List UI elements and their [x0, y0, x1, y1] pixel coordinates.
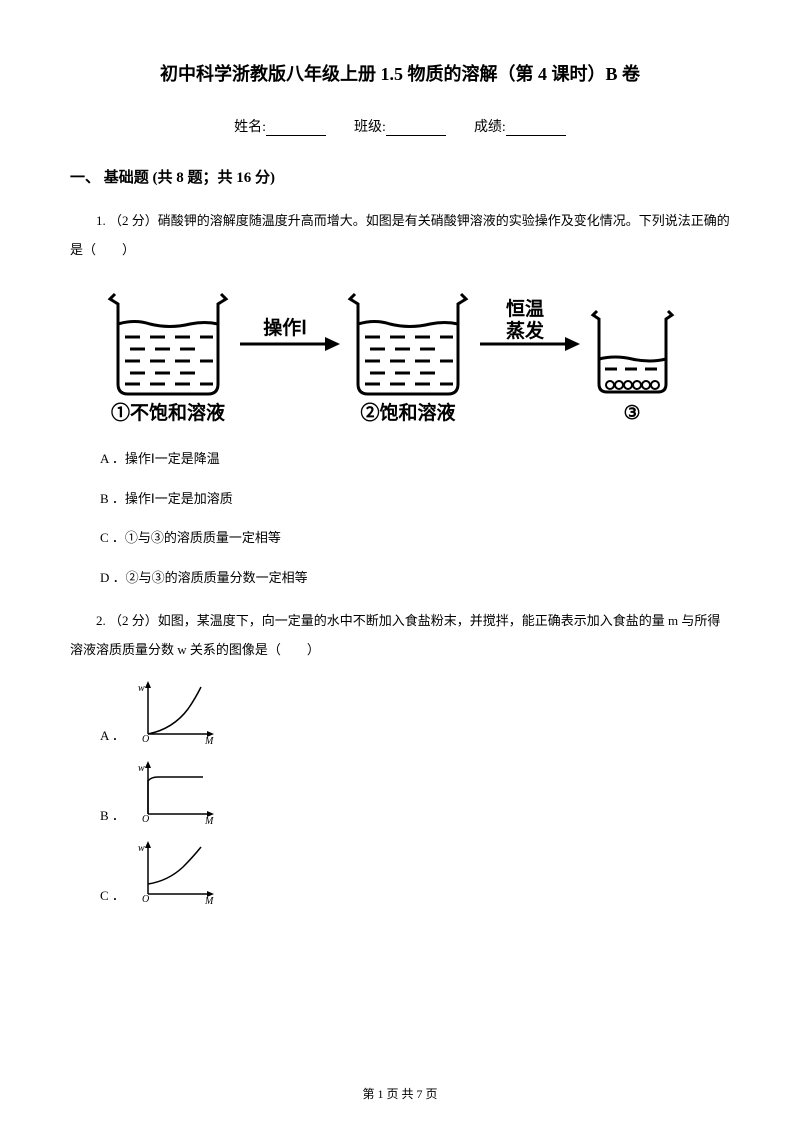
q1-option-c: C ．①与③的溶质质量一定相等: [100, 528, 730, 548]
q1-option-d: D ．②与③的溶质质量分数一定相等: [100, 568, 730, 588]
q2-a-label: A ．: [100, 725, 125, 744]
q2-number: 2.: [96, 613, 106, 628]
q1-points: （2 分）: [109, 213, 158, 228]
section-number: 一、: [70, 170, 100, 186]
q1-option-b: B ．操作Ⅰ一定是加溶质: [100, 489, 730, 509]
q2-points: （2 分）: [109, 613, 158, 628]
q2-b-label: B ．: [100, 805, 125, 824]
beaker-1: ①不饱和溶液: [110, 294, 226, 424]
graph-a: w O M: [133, 679, 218, 744]
svg-text:w: w: [138, 843, 145, 854]
beaker-diagram: ①不饱和溶液 操作Ⅰ ②饱和溶液 恒温 蒸发: [100, 279, 680, 429]
q1-text: 硝酸钾的溶解度随温度升高而增大。如图是有关硝酸钾溶液的实验操作及变化情况。下列说…: [70, 213, 730, 257]
section-header: 一、 基础题 (共 8 题；共 16 分): [70, 166, 730, 187]
score-label: 成绩:: [474, 116, 506, 136]
graph-b: w O M: [133, 759, 218, 824]
page-title: 初中科学浙教版八年级上册 1.5 物质的溶解（第 4 课时）B 卷: [70, 60, 730, 86]
section-meta: (共 8 题；共 16 分): [153, 170, 276, 186]
arrow2-label-1: 恒温: [506, 298, 544, 320]
svg-text:O: O: [142, 734, 149, 744]
score-blank: [506, 122, 566, 136]
info-line: 姓名: 班级: 成绩:: [70, 116, 730, 136]
question-2: 2. （2 分）如图，某温度下，向一定量的水中不断加入食盐粉末，并搅拌，能正确表…: [70, 607, 730, 664]
class-blank: [386, 122, 446, 136]
arrow-2: 恒温 蒸发: [480, 298, 580, 351]
section-title: 基础题: [104, 170, 149, 186]
svg-text:M: M: [204, 896, 214, 904]
svg-text:O: O: [142, 814, 149, 824]
beaker-2: ②饱和溶液: [350, 294, 466, 424]
svg-text:O: O: [142, 894, 149, 904]
q2-option-a: A ． w O M: [100, 679, 730, 744]
arrow-1: 操作Ⅰ: [240, 316, 340, 351]
beaker2-label: ②饱和溶液: [360, 401, 456, 424]
svg-text:M: M: [204, 816, 214, 824]
q1-diagram: ①不饱和溶液 操作Ⅰ ②饱和溶液 恒温 蒸发: [100, 279, 730, 429]
beaker1-label: ①不饱和溶液: [111, 401, 226, 424]
name-blank: [266, 122, 326, 136]
svg-text:M: M: [204, 736, 214, 744]
q1-number: 1.: [96, 213, 106, 228]
graph-c: w O M: [133, 839, 218, 904]
q2-text: 如图，某温度下，向一定量的水中不断加入食盐粉末，并搅拌，能正确表示加入食盐的量 …: [70, 613, 720, 657]
q2-option-c: C ． w O M: [100, 839, 730, 904]
q1-option-a: A ．操作Ⅰ一定是降温: [100, 449, 730, 469]
arrow2-label-2: 蒸发: [506, 319, 545, 342]
beaker-3: ③: [593, 311, 672, 424]
arrow1-label: 操作Ⅰ: [263, 316, 307, 339]
svg-text:w: w: [138, 683, 145, 694]
question-1: 1. （2 分）硝酸钾的溶解度随温度升高而增大。如图是有关硝酸钾溶液的实验操作及…: [70, 207, 730, 264]
beaker3-label: ③: [623, 403, 640, 424]
page-footer: 第 1 页 共 7 页: [0, 1085, 800, 1102]
name-label: 姓名:: [234, 116, 266, 136]
svg-text:w: w: [138, 763, 145, 774]
q2-c-label: C ．: [100, 885, 125, 904]
class-label: 班级:: [354, 116, 386, 136]
q2-option-b: B ． w O M: [100, 759, 730, 824]
